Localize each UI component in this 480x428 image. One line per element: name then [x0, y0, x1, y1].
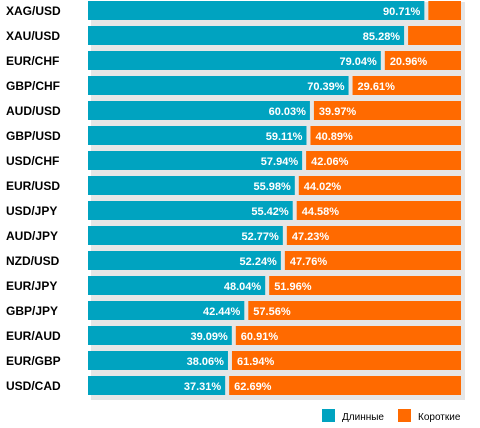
- short-bar: [248, 301, 461, 320]
- short-value-label: 51.96%: [274, 281, 312, 293]
- long-value-label: 42.44%: [203, 306, 241, 318]
- long-bar: [88, 351, 228, 370]
- pair-label: XAU/USD: [6, 29, 60, 43]
- pair-label: USD/CAD: [6, 379, 61, 393]
- pair-label: GBP/JPY: [6, 304, 58, 318]
- short-bar: [229, 376, 461, 395]
- short-value-label: 20.96%: [390, 56, 428, 68]
- short-value-label: 61.94%: [237, 356, 275, 368]
- long-value-label: 38.06%: [187, 356, 225, 368]
- short-bar: [231, 351, 461, 370]
- long-value-label: 52.77%: [242, 231, 280, 243]
- long-value-label: 48.04%: [224, 281, 262, 293]
- pair-label: GBP/CHF: [6, 79, 60, 93]
- pair-label: USD/JPY: [6, 204, 57, 218]
- short-value-label: 47.76%: [290, 256, 328, 268]
- pair-label: EUR/AUD: [6, 329, 61, 343]
- pair-label: EUR/USD: [6, 179, 60, 193]
- long-bar: [88, 151, 303, 170]
- legend-short-swatch: [398, 409, 411, 422]
- short-bar: [235, 326, 461, 345]
- long-value-label: 70.39%: [307, 81, 345, 93]
- short-value-label: 47.23%: [292, 231, 330, 243]
- legend: Длинные Короткие: [322, 409, 461, 423]
- short-bar: [286, 226, 461, 245]
- short-value-label: 29.61%: [358, 81, 396, 93]
- pair-label: EUR/JPY: [6, 279, 57, 293]
- chart-rows: XAG/USD 90.71% XAU/USD 85.28% EUR/CHF 79.04% 2…: [6, 1, 461, 395]
- long-bar: [88, 26, 405, 45]
- short-bar: [298, 176, 461, 195]
- long-value-label: 59.11%: [266, 131, 303, 143]
- long-bar: [88, 201, 293, 220]
- short-bar: [296, 201, 461, 220]
- long-bar: [88, 1, 425, 20]
- long-bar: [88, 251, 281, 270]
- pair-label: EUR/GBP: [6, 354, 61, 368]
- short-bar: [310, 126, 461, 145]
- pair-label: AUD/JPY: [6, 229, 58, 243]
- pair-label: NZD/USD: [6, 254, 60, 268]
- long-bar: [88, 276, 266, 295]
- long-bar: [88, 301, 245, 320]
- pair-label: USD/CHF: [6, 154, 59, 168]
- pair-label: AUD/USD: [6, 104, 61, 118]
- short-bar: [428, 1, 461, 20]
- long-value-label: 39.09%: [190, 331, 228, 343]
- short-bar: [352, 76, 461, 95]
- long-value-label: 55.98%: [253, 181, 291, 193]
- long-value-label: 60.03%: [269, 106, 307, 118]
- short-bar: [313, 101, 461, 120]
- short-bar: [269, 276, 461, 295]
- long-value-label: 85.28%: [363, 31, 401, 43]
- short-value-label: 44.02%: [304, 181, 342, 193]
- short-bar: [284, 251, 461, 270]
- long-bar: [88, 176, 295, 195]
- short-bar: [408, 26, 461, 45]
- long-bar: [88, 326, 232, 345]
- legend-short-label: Короткие: [418, 412, 461, 423]
- long-value-label: 55.42%: [251, 206, 289, 218]
- short-value-label: 60.91%: [241, 331, 279, 343]
- short-value-label: 44.58%: [302, 206, 340, 218]
- short-bar: [384, 51, 461, 70]
- long-value-label: 79.04%: [340, 56, 378, 68]
- long-value-label: 90.71%: [383, 6, 421, 18]
- short-value-label: 39.97%: [319, 106, 357, 118]
- short-value-label: 42.06%: [311, 156, 349, 168]
- legend-long-swatch: [322, 409, 335, 422]
- short-value-label: 57.56%: [253, 306, 291, 318]
- legend-long-label: Длинные: [342, 412, 384, 423]
- pair-label: GBP/USD: [6, 129, 61, 143]
- short-bar: [306, 151, 461, 170]
- long-bar: [88, 76, 349, 95]
- long-bar: [88, 101, 310, 120]
- long-bar: [88, 226, 283, 245]
- pair-label: XAG/USD: [6, 4, 61, 18]
- pair-label: EUR/CHF: [6, 54, 59, 68]
- long-bar: [88, 376, 226, 395]
- long-value-label: 37.31%: [184, 381, 222, 393]
- long-bar: [88, 51, 381, 70]
- long-value-label: 57.94%: [261, 156, 299, 168]
- long-bar: [88, 126, 307, 145]
- short-value-label: 40.89%: [315, 131, 353, 143]
- long-value-label: 52.24%: [240, 256, 278, 268]
- short-value-label: 62.69%: [234, 381, 272, 393]
